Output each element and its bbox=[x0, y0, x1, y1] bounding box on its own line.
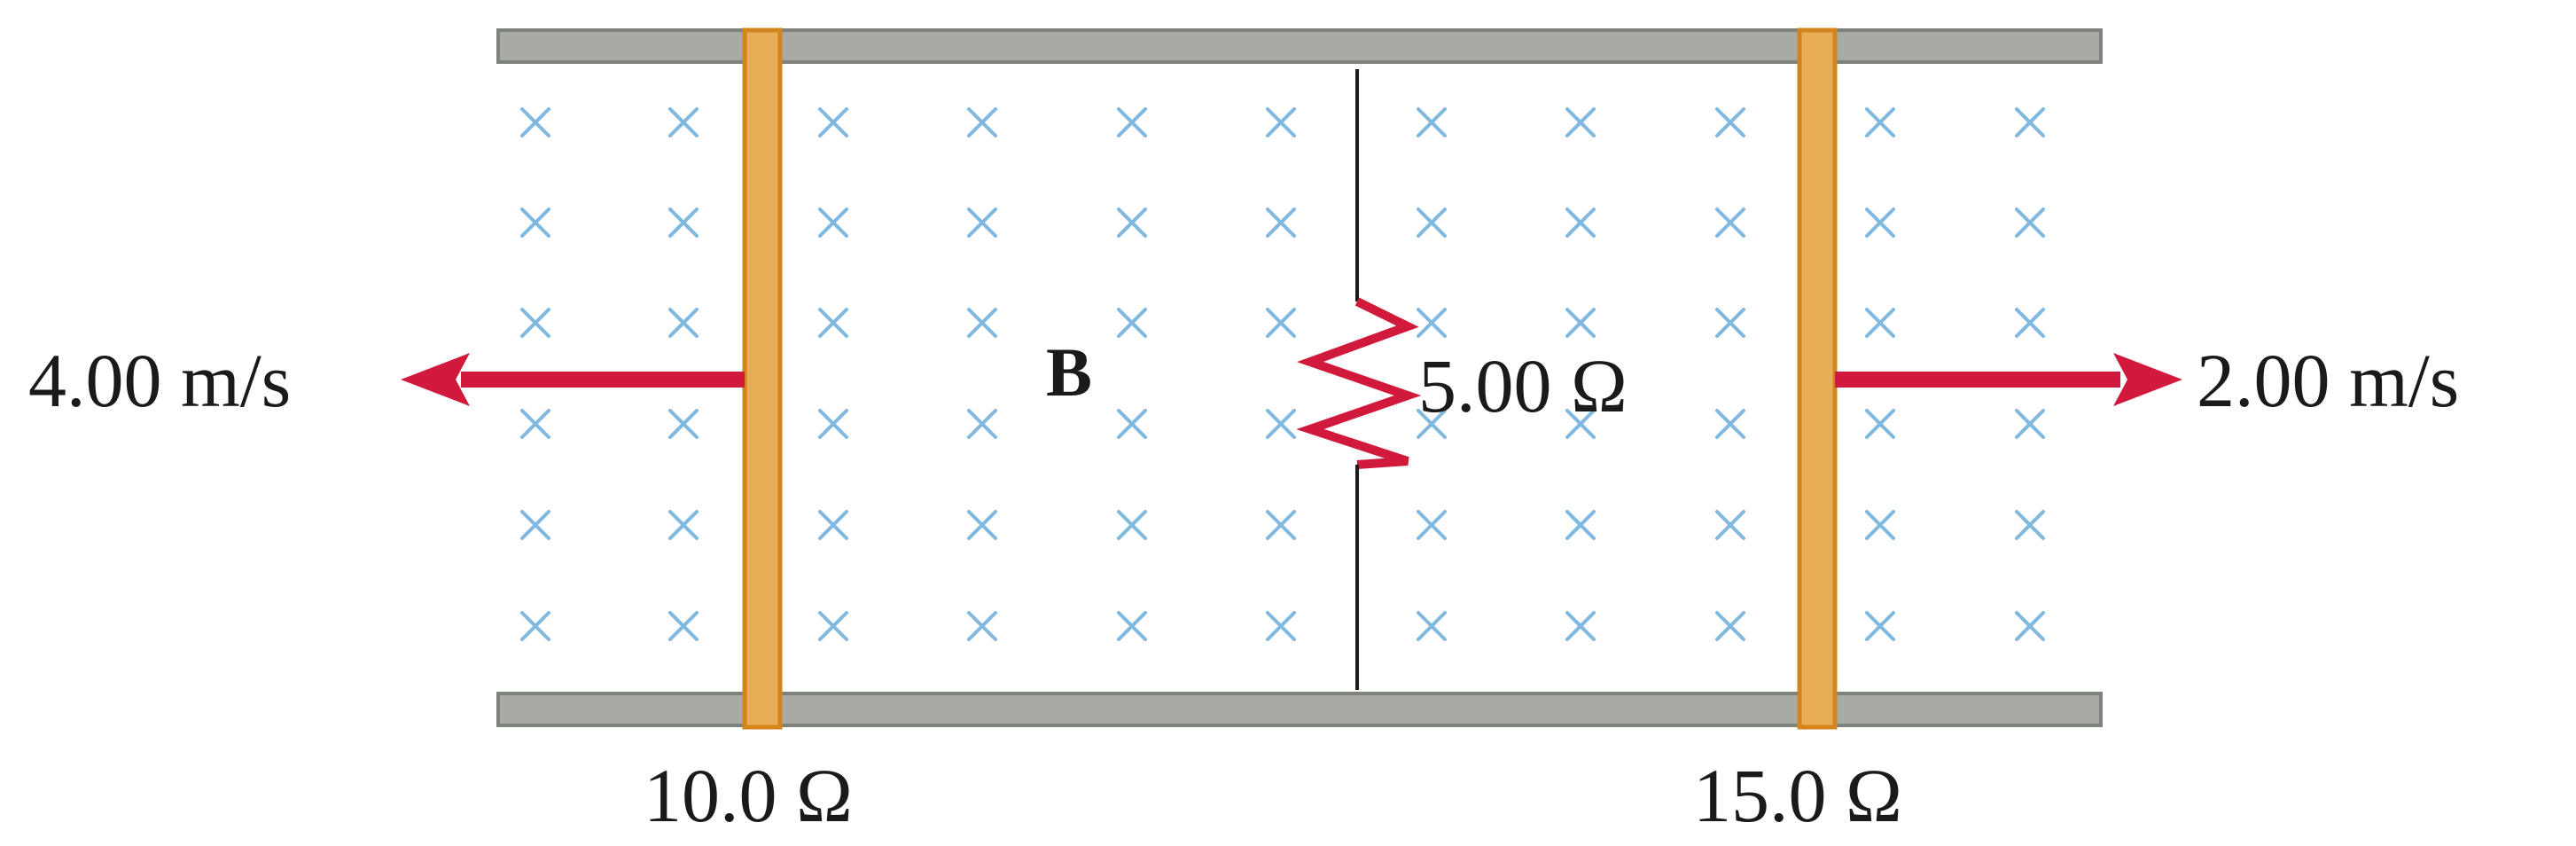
field-cross-icon bbox=[668, 611, 699, 641]
resistor-zigzag-icon bbox=[1296, 297, 1422, 469]
top-rail bbox=[496, 28, 2103, 64]
field-cross-icon bbox=[1417, 208, 1447, 238]
center-resistor-label: 5.00 Ω bbox=[1418, 343, 1628, 428]
field-cross-icon bbox=[520, 208, 550, 238]
magnetic-field-crosses bbox=[520, 107, 2045, 641]
field-cross-icon bbox=[967, 208, 997, 238]
field-cross-icon bbox=[668, 107, 699, 137]
field-cross-icon bbox=[1417, 308, 1447, 338]
field-cross-icon bbox=[1865, 611, 1895, 641]
field-cross-icon bbox=[2015, 409, 2045, 439]
left-sliding-bar bbox=[742, 27, 783, 730]
right-sliding-bar bbox=[1797, 27, 1838, 730]
field-label: B bbox=[1046, 333, 1092, 411]
field-cross-icon bbox=[2015, 107, 2045, 137]
field-cross-icon bbox=[1266, 611, 1296, 641]
field-cross-icon bbox=[967, 611, 997, 641]
field-cross-icon bbox=[668, 308, 699, 338]
field-cross-icon bbox=[818, 308, 848, 338]
field-cross-icon bbox=[818, 510, 848, 540]
field-cross-icon bbox=[1417, 510, 1447, 540]
field-cross-icon bbox=[967, 308, 997, 338]
field-cross-icon bbox=[1715, 510, 1745, 540]
field-cross-icon bbox=[1417, 107, 1447, 137]
field-cross-icon bbox=[1565, 208, 1596, 238]
field-cross-icon bbox=[520, 510, 550, 540]
field-cross-icon bbox=[1715, 611, 1745, 641]
field-cross-icon bbox=[1117, 208, 1147, 238]
field-cross-icon bbox=[818, 611, 848, 641]
field-cross-icon bbox=[1865, 208, 1895, 238]
field-cross-icon bbox=[2015, 208, 2045, 238]
field-cross-icon bbox=[967, 510, 997, 540]
right-velocity-label: 2.00 m/s bbox=[2197, 338, 2459, 423]
field-cross-icon bbox=[1117, 409, 1147, 439]
field-cross-icon bbox=[520, 409, 550, 439]
left-bar-resistance-label: 10.0 Ω bbox=[644, 753, 853, 838]
field-cross-icon bbox=[1266, 107, 1296, 137]
field-cross-icon bbox=[1266, 510, 1296, 540]
field-cross-icon bbox=[1715, 409, 1745, 439]
field-cross-icon bbox=[1715, 107, 1745, 137]
bottom-rail bbox=[496, 692, 2103, 727]
field-cross-icon bbox=[1565, 107, 1596, 137]
field-cross-icon bbox=[1565, 611, 1596, 641]
field-cross-icon bbox=[1565, 510, 1596, 540]
field-cross-icon bbox=[1417, 409, 1447, 439]
field-cross-icon bbox=[967, 107, 997, 137]
field-cross-icon bbox=[967, 409, 997, 439]
field-cross-icon bbox=[2015, 611, 2045, 641]
left-velocity-arrow bbox=[401, 353, 745, 406]
field-cross-icon bbox=[1117, 308, 1147, 338]
right-velocity-arrow bbox=[1835, 353, 2182, 406]
center-resistor-branch bbox=[1296, 69, 1422, 690]
field-cross-icon bbox=[2015, 308, 2045, 338]
field-cross-icon bbox=[1865, 510, 1895, 540]
field-cross-icon bbox=[668, 409, 699, 439]
field-cross-icon bbox=[520, 107, 550, 137]
field-cross-icon bbox=[668, 208, 699, 238]
field-cross-icon bbox=[1715, 308, 1745, 338]
field-cross-icon bbox=[1117, 107, 1147, 137]
field-cross-icon bbox=[1715, 208, 1745, 238]
right-bar-resistance-label: 15.0 Ω bbox=[1693, 753, 1902, 838]
field-cross-icon bbox=[520, 611, 550, 641]
field-cross-icon bbox=[1865, 107, 1895, 137]
field-cross-icon bbox=[818, 409, 848, 439]
field-cross-icon bbox=[818, 208, 848, 238]
field-cross-icon bbox=[1865, 308, 1895, 338]
field-cross-icon bbox=[520, 308, 550, 338]
field-cross-icon bbox=[1117, 611, 1147, 641]
field-cross-icon bbox=[2015, 510, 2045, 540]
field-cross-icon bbox=[1117, 510, 1147, 540]
field-cross-icon bbox=[1417, 611, 1447, 641]
field-cross-icon bbox=[1266, 409, 1296, 439]
field-cross-icon bbox=[1565, 409, 1596, 439]
field-cross-icon bbox=[1565, 308, 1596, 338]
left-velocity-label: 4.00 m/s bbox=[28, 338, 291, 423]
field-cross-icon bbox=[1266, 308, 1296, 338]
field-cross-icon bbox=[1865, 409, 1895, 439]
field-cross-icon bbox=[818, 107, 848, 137]
field-cross-icon bbox=[668, 510, 699, 540]
field-cross-icon bbox=[1266, 208, 1296, 238]
